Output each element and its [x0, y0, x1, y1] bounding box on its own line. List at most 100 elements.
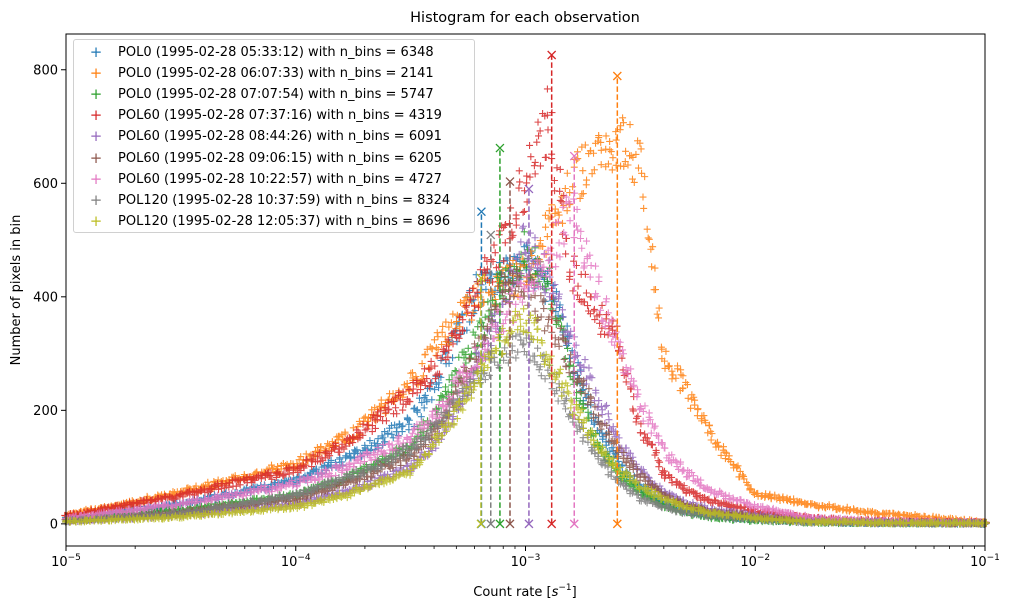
data-point [543, 233, 551, 241]
data-point [608, 444, 616, 452]
chart-title: Histogram for each observation [410, 10, 640, 26]
data-point [586, 293, 594, 301]
data-point [574, 155, 582, 163]
data-point [648, 263, 656, 271]
data-point [428, 345, 436, 353]
data-point [438, 328, 446, 336]
data-point [668, 367, 676, 375]
data-point [619, 119, 627, 127]
data-point [555, 336, 563, 344]
data-point [655, 463, 663, 471]
data-point [632, 150, 640, 158]
data-point [306, 452, 314, 460]
data-point [612, 161, 620, 169]
data-point [574, 148, 582, 156]
data-point [558, 198, 566, 206]
data-point [552, 308, 560, 316]
data-point [655, 304, 663, 312]
data-point [643, 439, 651, 447]
data-point [650, 286, 658, 294]
data-point [333, 433, 341, 441]
data-point [533, 138, 541, 146]
data-point [668, 375, 676, 383]
data-point [721, 455, 729, 463]
data-point [569, 287, 577, 295]
data-point [566, 189, 574, 197]
data-point [588, 374, 596, 382]
data-point [439, 322, 447, 330]
data-point [566, 268, 574, 276]
data-point [509, 257, 517, 265]
data-point [566, 361, 574, 369]
data-point [399, 422, 407, 430]
data-point [523, 172, 531, 180]
data-point [542, 153, 550, 161]
data-point [644, 234, 652, 242]
data-point [628, 175, 636, 183]
data-point [536, 127, 544, 135]
data-point [649, 243, 657, 251]
data-point [449, 310, 457, 318]
data-point [700, 412, 708, 420]
data-point [535, 132, 543, 140]
data-point [754, 489, 762, 497]
data-point [341, 430, 349, 438]
data-point [462, 309, 470, 317]
data-point [488, 270, 496, 278]
data-point [725, 456, 733, 464]
data-point [717, 451, 725, 459]
data-point [684, 394, 692, 402]
data-point [645, 235, 653, 243]
data-point [590, 149, 598, 157]
data-point [654, 457, 662, 465]
data-point [622, 147, 630, 155]
data-point [516, 263, 524, 271]
data-point [540, 305, 548, 313]
data-point [569, 183, 577, 191]
data-point [338, 458, 346, 466]
data-point [531, 242, 539, 250]
data-point [495, 231, 503, 239]
data-point [549, 281, 557, 289]
data-point [687, 404, 695, 412]
data-point [438, 341, 446, 349]
data-point [714, 438, 722, 446]
data-point [425, 365, 433, 373]
data-point [491, 249, 499, 257]
data-point [604, 160, 612, 168]
data-point [609, 317, 617, 325]
data-point [705, 422, 713, 430]
data-point [683, 381, 691, 389]
data-point [582, 289, 590, 297]
data-point [431, 386, 439, 394]
data-point [510, 291, 518, 299]
data-point [453, 317, 461, 325]
data-point [361, 441, 369, 449]
data-point [636, 139, 644, 147]
data-point [590, 166, 598, 174]
data-point [560, 355, 568, 363]
data-point [347, 454, 355, 462]
data-point [393, 410, 401, 418]
series-6 [61, 189, 990, 528]
data-point [795, 498, 803, 506]
data-point [421, 350, 429, 358]
data-point [619, 114, 627, 122]
data-point [715, 442, 723, 450]
data-point [582, 181, 590, 189]
data-point [629, 405, 637, 413]
data-point [437, 373, 445, 381]
data-point [574, 282, 582, 290]
data-point [547, 213, 555, 221]
data-point [382, 417, 390, 425]
data-point [721, 448, 729, 456]
data-point [555, 211, 563, 219]
data-point [352, 447, 360, 455]
data-point [430, 336, 438, 344]
data-point [602, 132, 610, 140]
data-point [520, 228, 528, 236]
data-point [672, 374, 680, 382]
data-point [584, 408, 592, 416]
data-point [374, 435, 382, 443]
data-point [393, 437, 401, 445]
